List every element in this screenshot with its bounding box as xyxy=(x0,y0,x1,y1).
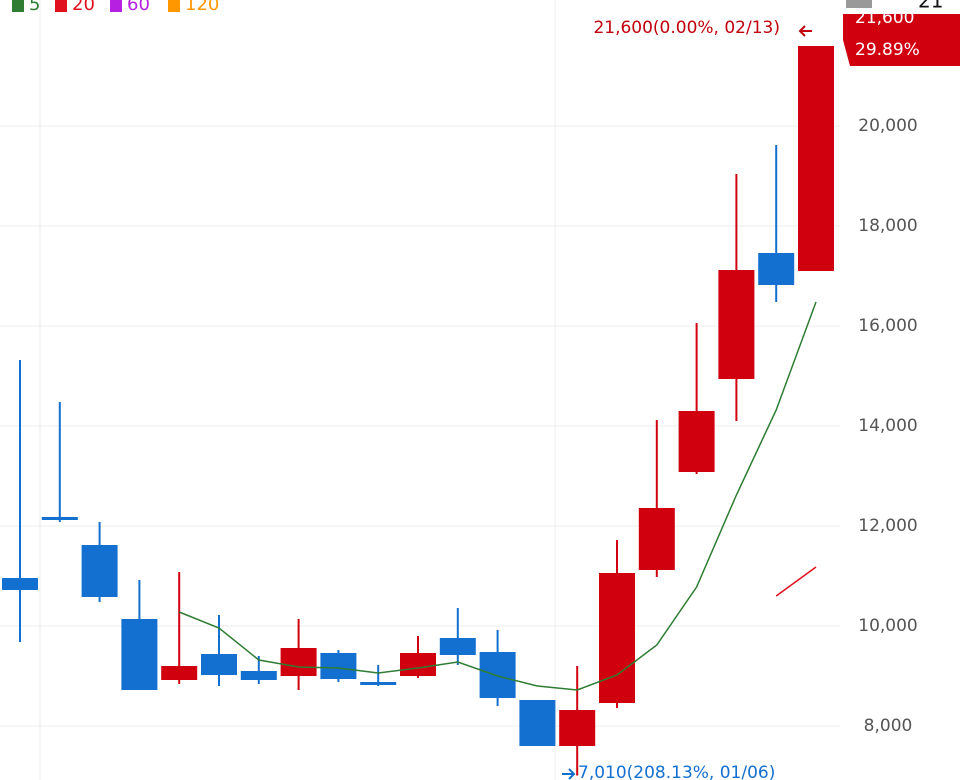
price-tag-change: 29.89% xyxy=(855,40,920,60)
y-tick-label: 12,000 xyxy=(858,516,917,536)
y-tick-label: 20,000 xyxy=(858,116,917,136)
candle-body xyxy=(320,653,357,679)
moving-average-line xyxy=(178,301,817,691)
price-tag-price: 21,600 xyxy=(855,8,914,28)
legend-label: 60 xyxy=(127,0,150,15)
candle-body xyxy=(81,545,118,597)
candle-body xyxy=(161,666,198,680)
candle-body xyxy=(41,517,78,520)
candle-body xyxy=(559,710,596,746)
min-annotation: 7,010(208.13%, 01/06) xyxy=(578,763,775,780)
moving-average-line xyxy=(775,566,817,597)
candle-body xyxy=(479,652,516,698)
y-tick-label: 18,000 xyxy=(858,216,917,236)
plot xyxy=(2,46,834,776)
candle-body xyxy=(240,671,277,680)
max-annotation: 21,600(0.00%, 02/13) xyxy=(593,18,780,38)
y-tick-label: 14,000 xyxy=(858,416,917,436)
legend-label: 20 xyxy=(72,0,95,15)
legend-swatch xyxy=(168,0,180,12)
candle-body xyxy=(201,654,237,675)
scroll-handle xyxy=(846,0,872,8)
corner-label: 21 xyxy=(918,0,943,13)
y-tick-label: 10,000 xyxy=(858,616,917,636)
candle-body xyxy=(519,700,556,746)
candle-body xyxy=(718,270,755,379)
candle-body xyxy=(439,638,476,655)
legend-swatch xyxy=(12,0,24,12)
candle-body xyxy=(678,411,715,472)
y-tick-label: 16,000 xyxy=(858,316,917,336)
grid: 8,000 10,000 12,000 14,000 16,000 18,000 20,00… xyxy=(0,116,918,736)
y-tick-label: 8,000 xyxy=(864,716,913,736)
candle-body xyxy=(798,46,834,271)
candle-body xyxy=(2,578,38,590)
legend-label: 120 xyxy=(185,0,219,15)
candle-body xyxy=(400,653,436,676)
candle-body xyxy=(599,573,635,703)
candle-body xyxy=(638,508,675,570)
candle-body xyxy=(758,253,795,285)
legend-label: 5 xyxy=(29,0,40,15)
candle-body xyxy=(360,682,397,685)
legend-swatch xyxy=(55,0,67,12)
max-arrow xyxy=(798,25,812,37)
legend: 5 20 60 120 xyxy=(12,0,219,15)
candle-body xyxy=(280,648,317,676)
candle-body xyxy=(121,619,158,690)
legend-swatch xyxy=(110,0,122,12)
price-tag-box xyxy=(843,14,960,66)
min-arrow xyxy=(562,768,576,780)
